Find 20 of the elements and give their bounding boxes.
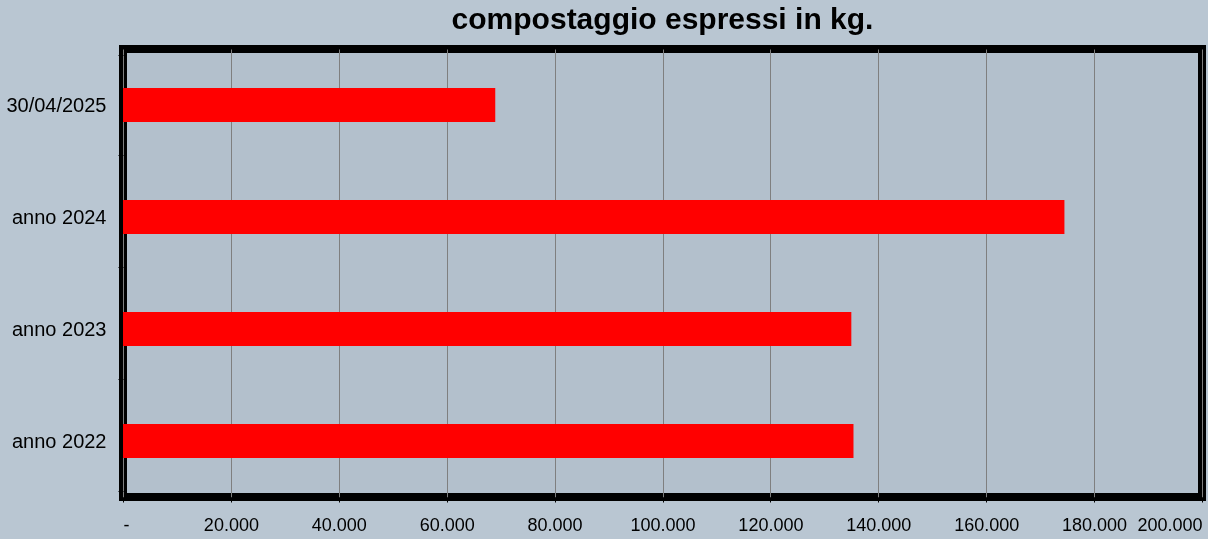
bar bbox=[123, 200, 1065, 234]
bar bbox=[123, 312, 852, 346]
x-tick-label: 120.000 bbox=[738, 514, 804, 535]
x-tick-label: 160.000 bbox=[954, 514, 1020, 535]
chart-title: compostaggio espressi in kg. bbox=[451, 2, 874, 35]
x-tick-label: 40.000 bbox=[311, 514, 367, 535]
y-tick-label: anno 2023 bbox=[11, 317, 107, 340]
x-tick-label: 80.000 bbox=[527, 514, 583, 535]
bar bbox=[123, 88, 496, 122]
bar bbox=[123, 424, 854, 458]
x-tick-label: 140.000 bbox=[846, 514, 912, 535]
x-tick-label: 180.000 bbox=[1062, 514, 1128, 535]
x-tick-label: 200.000 bbox=[1137, 514, 1203, 535]
x-tick-label: 100.000 bbox=[630, 514, 696, 535]
y-tick-label: anno 2024 bbox=[11, 205, 107, 228]
x-tick-label: 60.000 bbox=[419, 514, 475, 535]
y-tick-label: 30/04/2025 bbox=[6, 93, 107, 116]
y-tick-label: anno 2022 bbox=[11, 429, 107, 452]
x-tick-label: 20.000 bbox=[203, 514, 259, 535]
x-tick-label: - bbox=[123, 514, 130, 535]
